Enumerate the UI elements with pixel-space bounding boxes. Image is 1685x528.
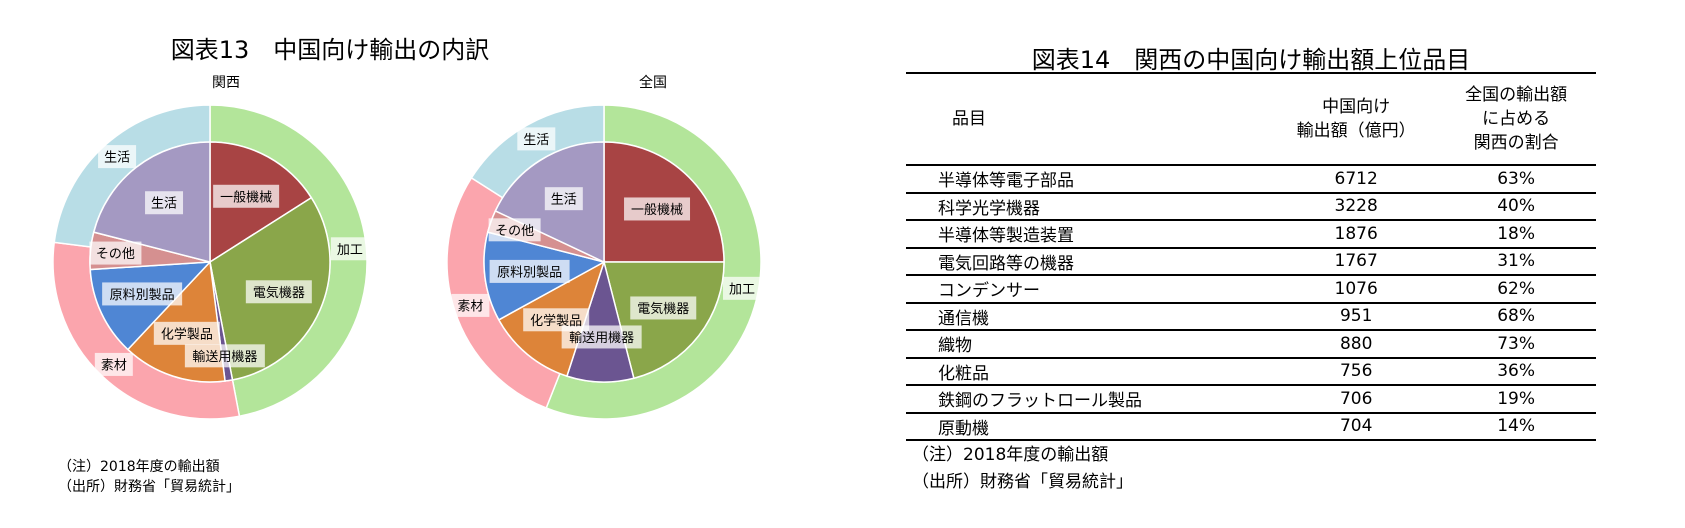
zenkoku-inner-label-5: その他 xyxy=(495,224,534,239)
zenkoku-outer-label-0: 加工 xyxy=(729,282,755,297)
pie-kansai-title: 関西 xyxy=(212,75,240,91)
cell-item: 鉄鋼のフラットロール製品 xyxy=(938,391,1142,412)
header-kansai-share: 全国の輸出額 に占める 関西の割合 xyxy=(1465,85,1568,153)
table-row: 半導体等製造装置 1876 18% xyxy=(906,220,1596,248)
cell-export-value: 951 xyxy=(1339,306,1373,327)
kansai-inner-label-6-box xyxy=(145,191,184,215)
cell-export-value: 1076 xyxy=(1334,278,1378,299)
cell-item: 化粧品 xyxy=(938,363,989,384)
table-header-row: 品目 中国向け 輸出額（億円） 全国の輸出額 に占める 関西の割合 xyxy=(906,73,1596,165)
cell-kansai-share: 73% xyxy=(1497,333,1536,354)
zenkoku-outer-label-2-box xyxy=(517,127,556,151)
cell-kansai-share: 31% xyxy=(1497,251,1536,272)
cell-kansai-share: 63% xyxy=(1497,168,1536,189)
zenkoku-inner-label-2: 輸送用機器 xyxy=(569,331,634,346)
kansai-inner-label-0-box xyxy=(213,184,280,208)
table-row: 電気回路等の機器 1767 31% xyxy=(906,248,1596,275)
kansai-inner-label-1-box xyxy=(245,280,312,304)
zenkoku-inner-label-4-box xyxy=(489,259,570,283)
cell-item: 原動機 xyxy=(938,418,989,439)
cell-item: 半導体等製造装置 xyxy=(938,226,1074,247)
zenkoku-outer-label-0-box xyxy=(723,276,762,300)
zenkoku-inner-label-3: 化学製品 xyxy=(530,313,582,329)
header-export-value: 中国向け 輸出額（億円） xyxy=(1296,97,1416,141)
kansai-inner-label-4-box xyxy=(102,282,183,306)
kansai-inner-label-3-box xyxy=(153,321,220,345)
right-note: （注）2018年度の輸出額 xyxy=(912,445,1109,465)
cell-kansai-share: 36% xyxy=(1497,361,1536,382)
kansai-outer-label-0-box xyxy=(330,237,369,261)
zenkoku-inner-label-6-box xyxy=(544,187,583,211)
table-row: 原動機 704 14% xyxy=(906,413,1596,440)
cell-export-value: 1767 xyxy=(1334,251,1378,272)
table-row: コンデンサー 1076 62% xyxy=(906,275,1596,303)
kansai-inner-label-6: 生活 xyxy=(151,197,177,212)
kansai-outer-label-1: 素材 xyxy=(101,358,127,373)
right-table-title: 図表14 関西の中国向け輸出額上位品目 xyxy=(1031,46,1471,74)
kansai-outer-label-2-box xyxy=(98,145,137,169)
table-row: 通信機 951 68% xyxy=(906,303,1596,330)
export-table: 品目 中国向け 輸出額（億円） 全国の輸出額 に占める 関西の割合 半導体等電子部品 6… xyxy=(906,72,1596,441)
kansai-inner-label-2: 輸送用機器 xyxy=(192,350,257,365)
zenkoku-inner-label-0: 一般機械 xyxy=(631,202,683,218)
cell-export-value: 6712 xyxy=(1334,168,1378,189)
zenkoku-outer-label-2: 生活 xyxy=(523,133,549,148)
cell-item: 半導体等電子部品 xyxy=(938,171,1074,192)
cell-item: 電気回路等の機器 xyxy=(938,253,1074,274)
cell-kansai-share: 62% xyxy=(1497,278,1536,299)
cell-kansai-share: 40% xyxy=(1497,196,1536,217)
cell-kansai-share: 19% xyxy=(1497,388,1536,409)
cell-kansai-share: 18% xyxy=(1497,223,1536,244)
kansai-inner-label-3: 化学製品 xyxy=(161,326,213,342)
table-row: 鉄鋼のフラットロール製品 706 19% xyxy=(906,385,1596,413)
zenkoku-inner-slice-1 xyxy=(603,261,725,380)
kansai-inner-label-4: 原料別製品 xyxy=(110,288,175,303)
kansai-outer-label-2: 生活 xyxy=(104,151,130,166)
zenkoku-inner-label-1-box xyxy=(630,296,697,320)
left-source: （出所）財務省「貿易統計」 xyxy=(58,479,240,495)
kansai-inner-label-0: 一般機械 xyxy=(220,189,272,205)
left-note: （注）2018年度の輸出額 xyxy=(58,459,220,475)
cell-item: 織物 xyxy=(938,336,972,357)
zenkoku-outer-label-1: 素材 xyxy=(457,299,483,314)
zenkoku-inner-label-4: 原料別製品 xyxy=(497,265,562,280)
table-row: 化粧品 756 36% xyxy=(906,358,1596,385)
cell-export-value: 880 xyxy=(1339,333,1373,354)
cell-item: 通信機 xyxy=(938,308,989,329)
cell-item: 科学光学機器 xyxy=(938,198,1040,219)
zenkoku-inner-label-6: 生活 xyxy=(551,193,577,208)
zenkoku-inner-label-3-box xyxy=(523,308,590,332)
zenkoku-inner-label-0-box xyxy=(624,197,691,221)
kansai-outer-label-0: 加工 xyxy=(337,243,363,258)
kansai-inner-label-5-box xyxy=(89,241,142,265)
cell-kansai-share: 14% xyxy=(1497,416,1536,437)
pie-zenkoku-title: 全国 xyxy=(639,75,667,91)
zenkoku-inner-label-5-box xyxy=(488,218,541,242)
cell-kansai-share: 68% xyxy=(1497,306,1536,327)
table-row: 科学光学機器 3228 40% xyxy=(906,193,1596,220)
table-row: 半導体等電子部品 6712 63% xyxy=(906,165,1596,193)
header-item: 品目 xyxy=(952,109,986,129)
cell-export-value: 1876 xyxy=(1334,223,1378,244)
zenkoku-inner-label-1: 電気機器 xyxy=(637,301,689,317)
cell-export-value: 704 xyxy=(1339,416,1373,437)
left-chart-title: 図表13 中国向け輸出の内訳 xyxy=(170,36,490,64)
kansai-outer-label-1-box xyxy=(94,352,133,376)
right-source: （出所）財務省「貿易統計」 xyxy=(912,472,1133,492)
cell-item: コンデンサー xyxy=(938,281,1040,302)
kansai-inner-label-1: 電気機器 xyxy=(253,285,305,301)
table-row: 織物 880 73% xyxy=(906,330,1596,358)
zenkoku-outer-label-1-box xyxy=(451,293,490,317)
kansai-inner-label-2-box xyxy=(184,344,265,368)
cell-export-value: 756 xyxy=(1339,361,1373,382)
cell-export-value: 3228 xyxy=(1334,196,1378,217)
kansai-inner-label-5: その他 xyxy=(96,247,135,262)
cell-export-value: 706 xyxy=(1339,388,1373,409)
